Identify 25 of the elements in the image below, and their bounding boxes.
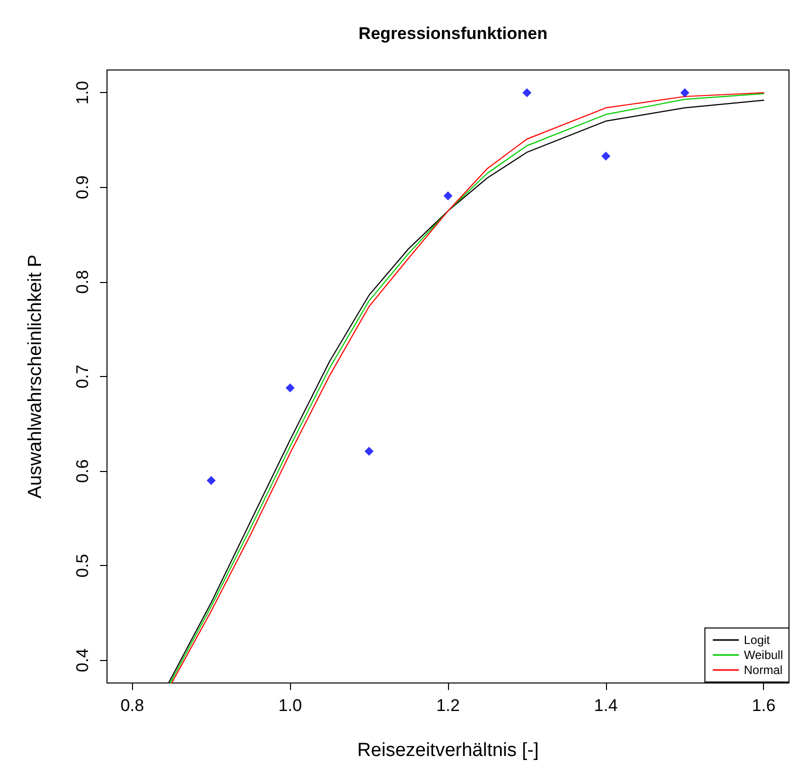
point bbox=[601, 152, 610, 161]
y-tick-label: 0.4 bbox=[73, 648, 92, 672]
legend-label: Normal bbox=[744, 663, 783, 677]
y-axis-title: Auswahlwahrscheinlichkeit P bbox=[25, 254, 46, 498]
x-tick-label: 1.4 bbox=[594, 696, 618, 715]
y-tick-label: 0.5 bbox=[73, 554, 92, 578]
point bbox=[206, 476, 216, 486]
legend-label: Logit bbox=[744, 633, 771, 647]
chart-title: Regressionsfunktionen bbox=[358, 24, 548, 43]
y-tick-label: 0.7 bbox=[73, 364, 92, 388]
y-tick-label: 0.6 bbox=[73, 459, 92, 483]
y-tick-label: 0.8 bbox=[73, 270, 92, 294]
x-axis-title: Reisezeitverhältnis [-] bbox=[357, 740, 539, 761]
point bbox=[680, 88, 690, 98]
x-tick-label: 1.2 bbox=[436, 696, 460, 715]
point bbox=[286, 383, 295, 392]
point bbox=[364, 446, 374, 456]
x-tick-label: 1.6 bbox=[752, 696, 776, 715]
y-tick-label: 1.0 bbox=[73, 80, 92, 105]
x-tick-label: 0.8 bbox=[120, 696, 144, 715]
point bbox=[444, 191, 452, 200]
point bbox=[522, 88, 532, 98]
legend-label: Weibull bbox=[744, 648, 784, 662]
y-tick-label: 0.9 bbox=[73, 175, 92, 200]
x-tick-label: 1.0 bbox=[278, 696, 302, 715]
